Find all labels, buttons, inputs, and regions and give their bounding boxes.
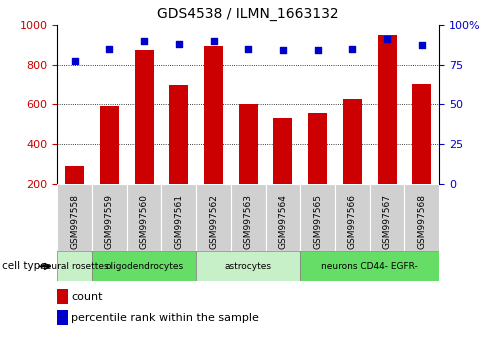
Text: GSM997564: GSM997564 [278,194,287,249]
Bar [273,118,292,184]
Text: GSM997561: GSM997561 [174,194,183,249]
Text: GSM997560: GSM997560 [140,194,149,249]
Text: GSM997565: GSM997565 [313,194,322,249]
Bar [92,184,127,251]
Point [418,42,426,48]
Text: cell type: cell type [2,261,47,272]
Bar [100,107,119,184]
Bar [57,184,92,251]
Text: percentile rank within the sample: percentile rank within the sample [71,313,259,323]
Text: GSM997568: GSM997568 [417,194,426,249]
Text: GSM997567: GSM997567 [383,194,392,249]
Bar [412,84,431,184]
Text: oligodendrocytes: oligodendrocytes [105,262,183,271]
Bar [370,184,404,251]
Point [140,38,148,44]
Point [314,47,322,53]
Bar [92,251,196,281]
Bar [335,184,370,251]
Point [348,46,356,51]
Bar [308,113,327,184]
Bar [300,184,335,251]
Text: GSM997559: GSM997559 [105,194,114,249]
Text: count: count [71,292,103,302]
Bar [57,251,92,281]
Text: GSM997566: GSM997566 [348,194,357,249]
Bar [196,184,231,251]
Point [244,46,252,51]
Point [71,58,79,64]
Bar [378,35,397,184]
Point [210,38,218,44]
Bar [65,166,84,184]
Point [383,36,391,42]
Bar [204,46,223,184]
Bar [127,184,162,251]
Bar [300,251,439,281]
Bar [162,184,196,251]
Point [279,47,287,53]
Bar [135,50,154,184]
Bar [343,99,362,184]
Bar [231,184,265,251]
Bar [196,251,300,281]
Text: GSM997562: GSM997562 [209,194,218,249]
Bar [57,289,68,304]
Text: astrocytes: astrocytes [225,262,272,271]
Point [105,46,113,51]
Text: neurons CD44- EGFR-: neurons CD44- EGFR- [321,262,418,271]
Point [175,41,183,47]
Bar [404,184,439,251]
Text: GSM997558: GSM997558 [70,194,79,249]
Text: GSM997563: GSM997563 [244,194,253,249]
Bar [169,85,189,184]
Title: GDS4538 / ILMN_1663132: GDS4538 / ILMN_1663132 [158,7,339,21]
Bar [265,184,300,251]
Text: neural rosettes: neural rosettes [40,262,109,271]
Bar [57,310,68,325]
Bar [239,104,258,184]
